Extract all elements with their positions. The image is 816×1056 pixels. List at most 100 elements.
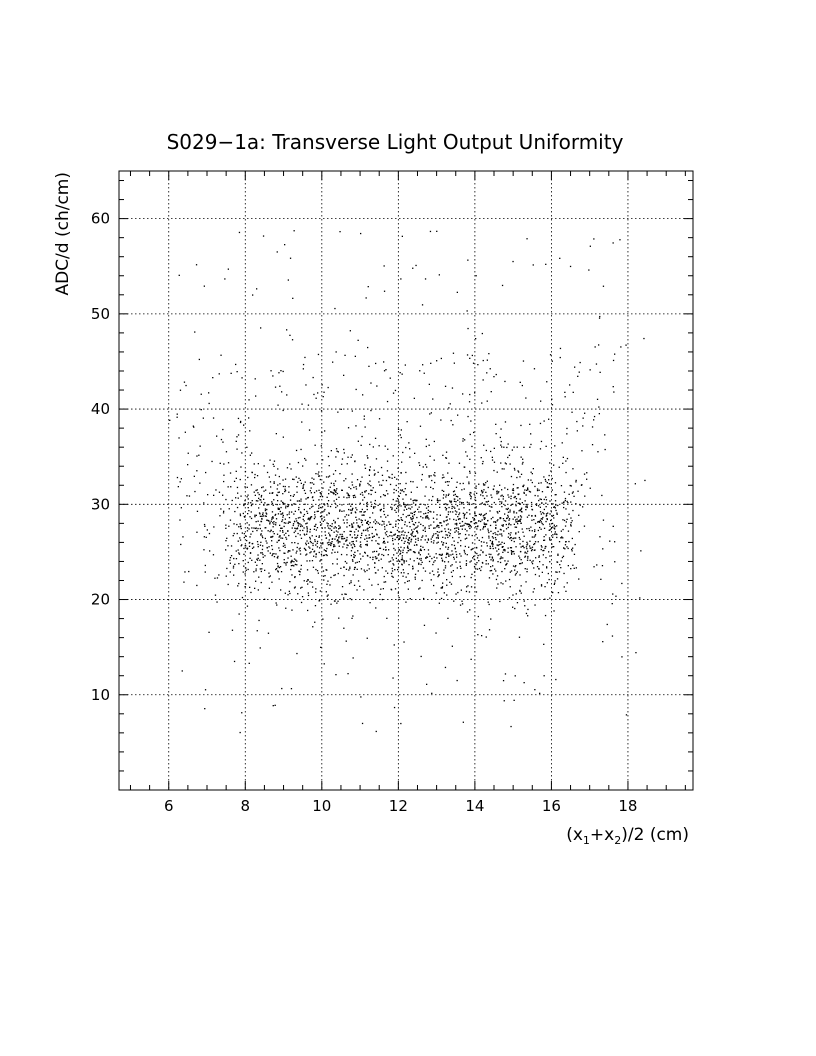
scatter-point (514, 469, 516, 471)
scatter-point (259, 513, 261, 515)
scatter-point (461, 528, 463, 530)
scatter-point (348, 495, 351, 497)
scatter-point (379, 510, 382, 512)
scatter-point (348, 508, 350, 511)
scatter-point (464, 533, 467, 536)
scatter-point (420, 511, 422, 513)
scatter-point (347, 544, 349, 547)
scatter-point (405, 576, 407, 578)
scatter-point (495, 578, 498, 581)
scatter-point (365, 534, 367, 537)
scatter-point (360, 444, 362, 446)
scatter-point (235, 363, 237, 366)
scatter-point (523, 682, 525, 684)
scatter-point (268, 503, 270, 506)
scatter-point (550, 527, 552, 530)
scatter-point (458, 518, 460, 520)
scatter-point (469, 493, 471, 495)
scatter-point (439, 514, 441, 516)
scatter-point (482, 460, 484, 463)
scatter-point (306, 526, 308, 528)
scatter-point (374, 523, 377, 525)
scatter-point (312, 505, 314, 507)
scatter-point (515, 537, 517, 539)
scatter-point (611, 603, 613, 605)
scatter-point (589, 245, 591, 247)
scatter-point (409, 526, 411, 528)
scatter-point (481, 635, 483, 637)
scatter-point (240, 466, 242, 468)
scatter-point (502, 680, 505, 682)
scatter-point (347, 494, 349, 497)
scatter-point (345, 539, 347, 541)
scatter-point (450, 501, 452, 504)
scatter-point (395, 489, 397, 492)
scatter-point (271, 554, 273, 557)
scatter-point (546, 518, 548, 520)
scatter-point (516, 602, 519, 604)
scatter-point (489, 510, 491, 512)
y-tick-label: 60 (91, 210, 110, 228)
scatter-point (574, 543, 576, 546)
scatter-point (244, 586, 246, 588)
scatter-point (282, 479, 284, 481)
scatter-point (599, 536, 601, 538)
scatter-point (378, 553, 380, 555)
scatter-point (322, 575, 325, 577)
scatter-point (298, 570, 301, 572)
scatter-point (393, 534, 396, 536)
scatter-point (446, 594, 448, 596)
scatter-point (399, 531, 401, 533)
scatter-point (539, 498, 541, 500)
scatter-point (344, 593, 346, 595)
scatter-point (359, 585, 361, 587)
scatter-point (517, 493, 519, 496)
scatter-point (347, 456, 349, 458)
scatter-point (539, 511, 542, 513)
scatter-point (549, 523, 551, 525)
scatter-point (387, 535, 389, 538)
scatter-point (361, 435, 363, 438)
scatter-point (313, 525, 316, 527)
scatter-point (570, 568, 572, 570)
scatter-point (405, 504, 408, 506)
scatter-point (284, 478, 287, 480)
scatter-point (254, 494, 256, 496)
scatter-point (542, 550, 544, 552)
scatter-point (242, 512, 244, 515)
scatter-point (392, 559, 394, 561)
scatter-point (520, 518, 522, 520)
scatter-point (418, 551, 420, 553)
scatter-point (307, 583, 309, 585)
scatter-point (225, 451, 228, 453)
scatter-point (291, 339, 294, 341)
scatter-point (357, 530, 359, 532)
scatter-point (474, 586, 476, 588)
scatter-point (422, 517, 424, 519)
scatter-point (312, 566, 315, 568)
scatter-point (470, 521, 473, 523)
scatter-point (285, 564, 287, 566)
scatter-point (368, 469, 371, 471)
scatter-point (348, 514, 350, 516)
scatter-point (278, 508, 280, 510)
scatter-point (299, 529, 301, 532)
scatter-point (264, 515, 266, 517)
scatter-point (366, 540, 368, 542)
scatter-point (418, 511, 420, 513)
scatter-point (483, 526, 485, 528)
scatter-point (392, 543, 394, 545)
scatter-point (328, 541, 330, 543)
scatter-point (423, 597, 425, 600)
scatter-point (353, 584, 356, 586)
scatter-point (264, 527, 266, 529)
scatter-point (362, 529, 365, 532)
scatter-point (444, 565, 447, 567)
scatter-point (523, 600, 525, 602)
scatter-point (506, 562, 508, 565)
scatter-point (276, 562, 279, 565)
scatter-point (523, 484, 525, 486)
scatter-point (236, 448, 238, 450)
scatter-point (283, 534, 285, 536)
scatter-point (422, 529, 424, 531)
